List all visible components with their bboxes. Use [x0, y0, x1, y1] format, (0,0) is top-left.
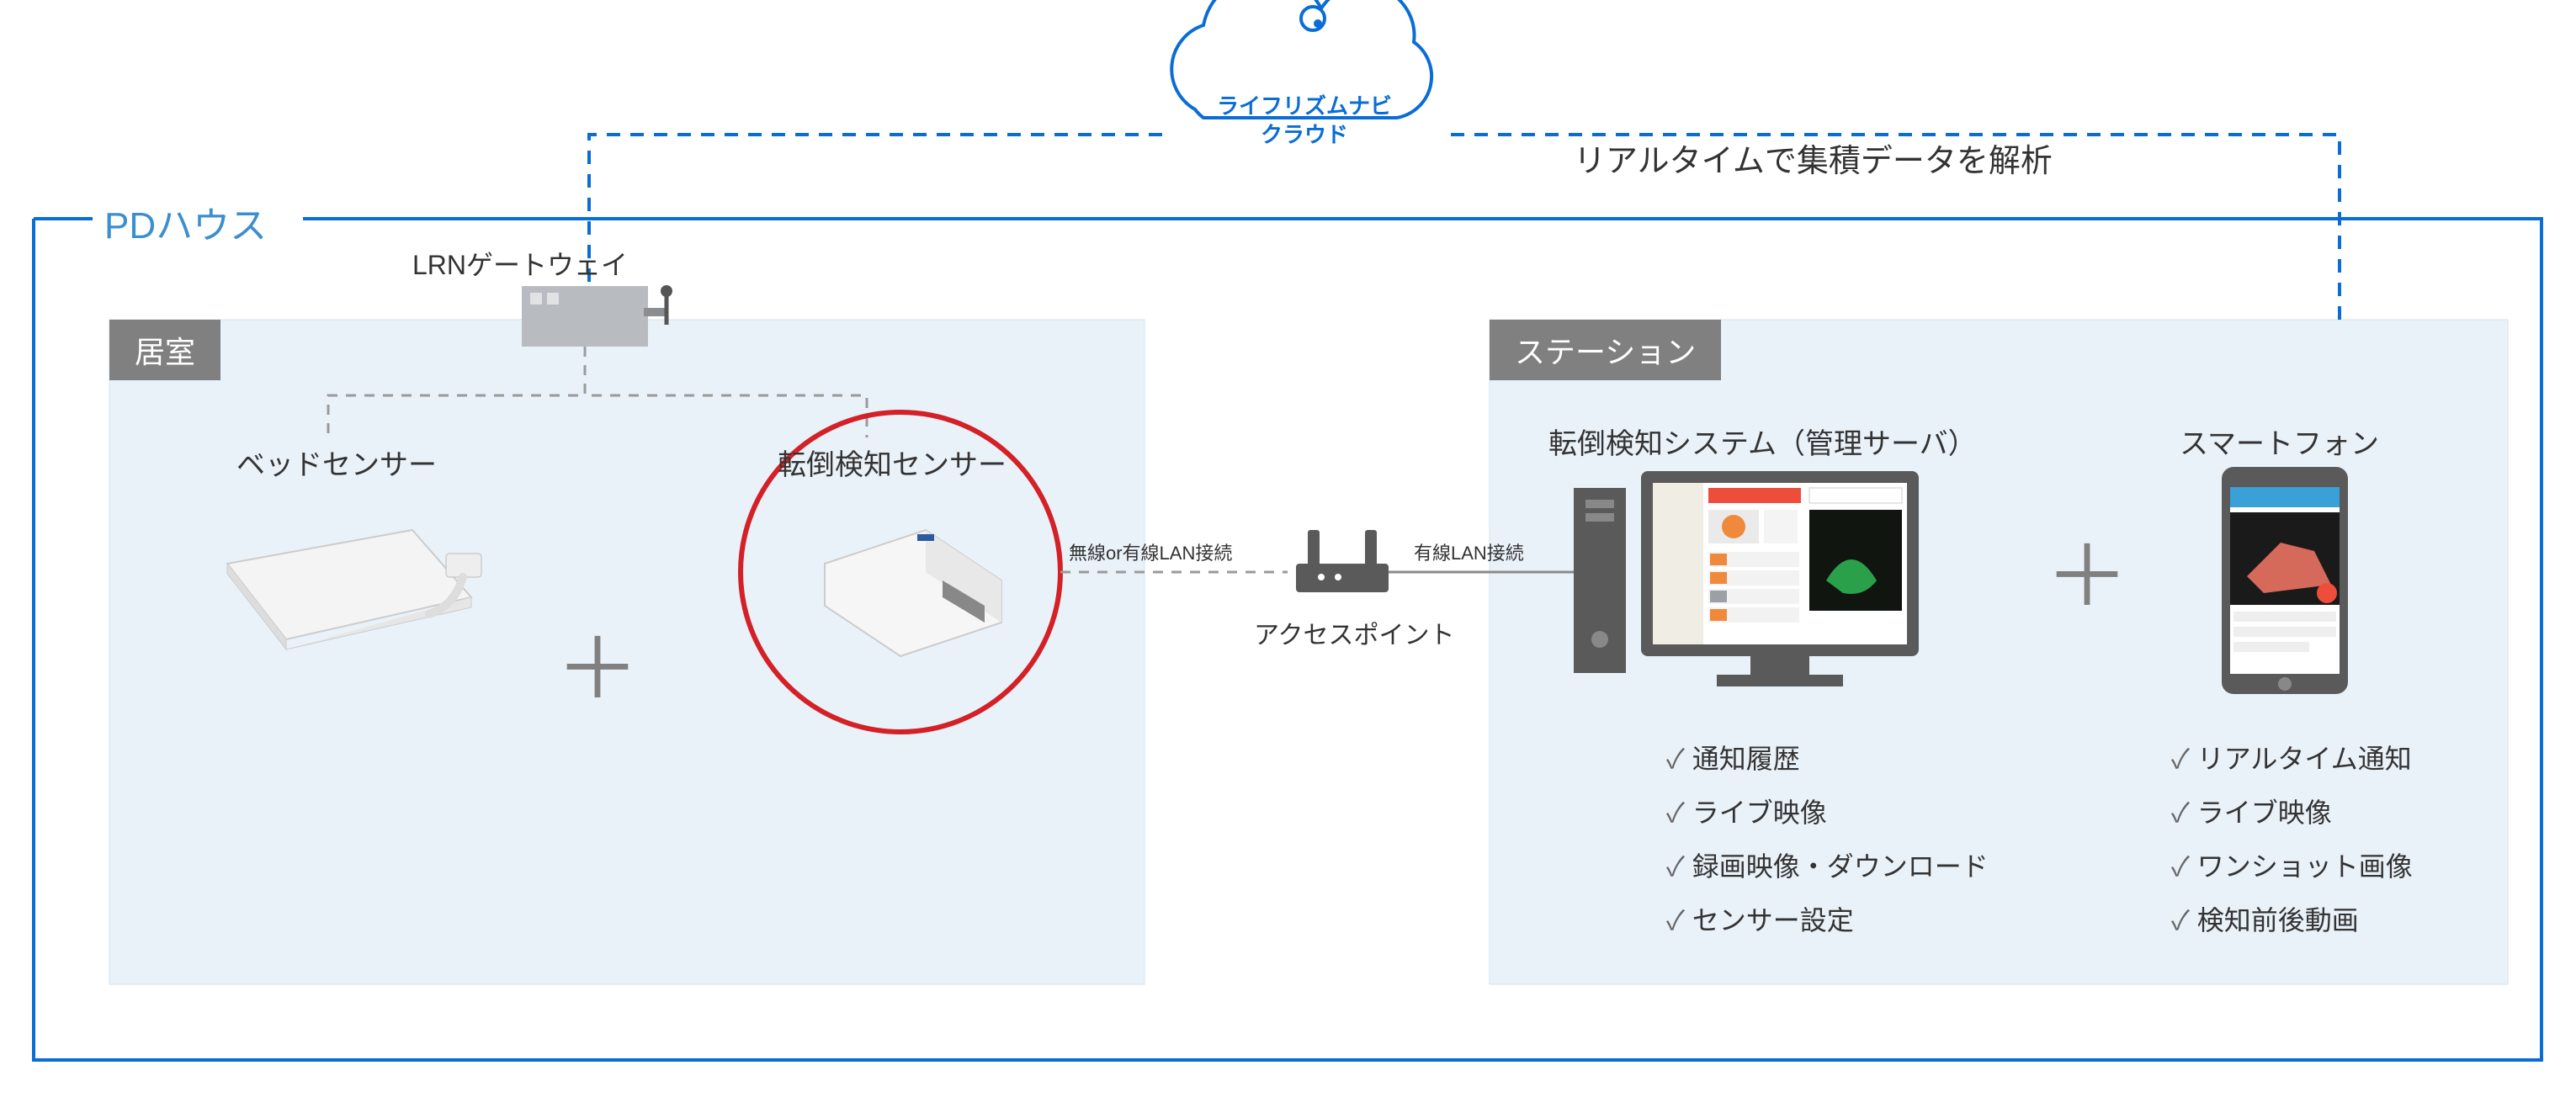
- phone-list-item: リアルタイム通知: [2171, 732, 2413, 786]
- svg-text:＋: ＋: [555, 623, 640, 717]
- server-list-item: ライブ映像: [1666, 786, 1989, 840]
- phone-list-item: ライブ映像: [2171, 786, 2413, 840]
- phone-list-item: ワンショット画像: [2171, 840, 2413, 893]
- cloud-label: ライフリズムナビ クラウド: [1212, 93, 1397, 150]
- house-title: PDハウス: [93, 195, 279, 249]
- wifi-lan-label: 無線or有線LAN接続: [1069, 538, 1232, 565]
- access-point-label: アクセスポイント: [1254, 614, 1455, 651]
- left-panel-tab: 居室: [109, 320, 220, 380]
- server-title: 転倒検知システム（管理サーバ）: [1548, 421, 2020, 462]
- bed-sensor-label: ベッドセンサー: [202, 442, 471, 483]
- phone-title: スマートフォン: [2180, 421, 2449, 462]
- phone-list-item: 検知前後動画: [2171, 893, 2413, 947]
- right-panel-tab: ステーション: [1490, 320, 1721, 380]
- lan-label: 有線LAN接続: [1414, 538, 1524, 565]
- server-list-item: 通知履歴: [1666, 732, 1989, 786]
- svg-text:＋: ＋: [2045, 530, 2129, 624]
- server-list-item: 録画映像・ダウンロード: [1666, 840, 1989, 893]
- cloud-line1: ライフリズムナビ: [1212, 93, 1397, 121]
- gateway-label: LRNゲートウェイ: [412, 244, 628, 283]
- phone-checklist: リアルタイム通知 ライブ映像 ワンショット画像 検知前後動画: [2171, 732, 2413, 947]
- cloud-line2: クラウド: [1212, 121, 1397, 150]
- server-list-item: センサー設定: [1666, 893, 1989, 947]
- analysis-text: リアルタイムで集積データを解析: [1574, 135, 2053, 181]
- server-checklist: 通知履歴 ライブ映像 録画映像・ダウンロード センサー設定: [1666, 732, 1989, 947]
- fall-sensor-label: 転倒検知センサー: [741, 442, 1044, 483]
